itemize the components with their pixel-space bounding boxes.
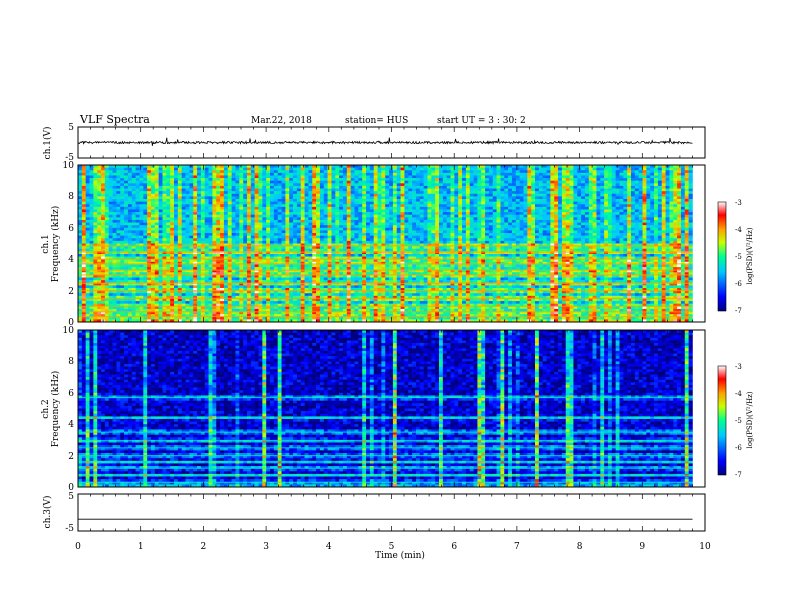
ch1-ytick-10: 10 [63,161,75,171]
ch2-ytick-6: 6 [68,389,74,399]
ch2-ytick-10: 10 [63,326,75,336]
ch2-spectrogram-ylabel-frequency: Frequency (kHz) [50,371,61,448]
figure-title: VLF Spectra [79,113,150,126]
ch2-cbtick-7: -7 [735,471,742,479]
xtick-0: 0 [75,542,81,552]
ch2-spectrogram-ylabel-channel: ch.2 [41,399,51,418]
ch3-waveform-panel: 5 -5 ch.3(V) [42,492,705,534]
ch2-colorbar-label: log(PSD)(V²/Hz) [746,391,754,448]
date-label: Mar.22, 2018 [251,116,312,126]
xtick-2: 2 [201,542,207,552]
ch1-ytick-4: 4 [68,255,74,265]
ch1-ytick-8: 8 [68,192,74,202]
ch3-waveform-frame [78,494,705,531]
ch1-cbtick-3: -3 [735,199,742,207]
ch1-cbtick-5: -5 [735,253,742,261]
ch3-waveform-ylabel: ch.3(V) [42,496,53,529]
ch3-ytick-bottom: -5 [65,524,74,534]
ch1-spectrogram-ylabel-channel: ch.1 [41,234,51,253]
xtick-9: 9 [639,542,645,552]
ch3-ytick-top: 5 [68,492,74,502]
ch1-spectrogram-panel: 0 2 4 6 8 10 ch.1 Frequency (kHz) [41,161,705,328]
ch1-waveform-panel: 5 -5 ch.1(V) [42,123,705,163]
ch1-colorbar-label: log(PSD)(V²/Hz) [746,227,754,284]
ch2-colorbar-scale [718,366,726,475]
station-label: station= HUS [345,116,408,126]
ch2-ytick-4: 4 [68,420,74,430]
ch2-spectrogram-image [78,330,693,487]
ch2-cbtick-4: -4 [735,390,742,398]
x-axis-label: Time (min) [375,550,425,561]
ch2-cbtick-5: -5 [735,417,742,425]
ch1-ytick-2: 2 [68,287,74,297]
ch1-colorbar-scale [718,202,726,311]
ch2-colorbar: -3 -4 -5 -6 -7 log(PSD)(V²/Hz) [718,363,754,479]
ch1-cbtick-6: -6 [735,280,742,288]
ch1-cbtick-7: -7 [735,307,742,315]
ch1-ytick-top: 5 [68,123,74,133]
xtick-4: 4 [326,542,332,552]
ch1-spectrogram-image [78,165,693,322]
ch1-spectrogram-ylabel-frequency: Frequency (kHz) [50,206,61,283]
ch2-ytick-8: 8 [68,357,74,367]
ch2-spectrogram-panel: 0 2 4 6 8 10 ch.2 Frequency (kHz) [41,326,705,493]
ch2-cbtick-6: -6 [735,444,742,452]
xtick-8: 8 [577,542,583,552]
ch1-colorbar: -3 -4 -5 -6 -7 log(PSD)(V²/Hz) [718,199,754,315]
ch2-cbtick-3: -3 [735,363,742,371]
xtick-1: 1 [138,542,144,552]
xtick-7: 7 [514,542,520,552]
xtick-6: 6 [451,542,457,552]
ch1-cbtick-4: -4 [735,226,742,234]
xtick-10: 10 [699,542,711,552]
ch2-ytick-2: 2 [68,452,74,462]
start-time-label: start UT = 3 : 30: 2 [437,116,526,126]
xtick-3: 3 [263,542,269,552]
ch1-waveform-ylabel: ch.1(V) [42,127,53,160]
ch1-ytick-6: 6 [68,224,74,234]
x-axis: 0 1 2 3 4 5 6 7 8 9 10 Time (min) [75,542,711,561]
